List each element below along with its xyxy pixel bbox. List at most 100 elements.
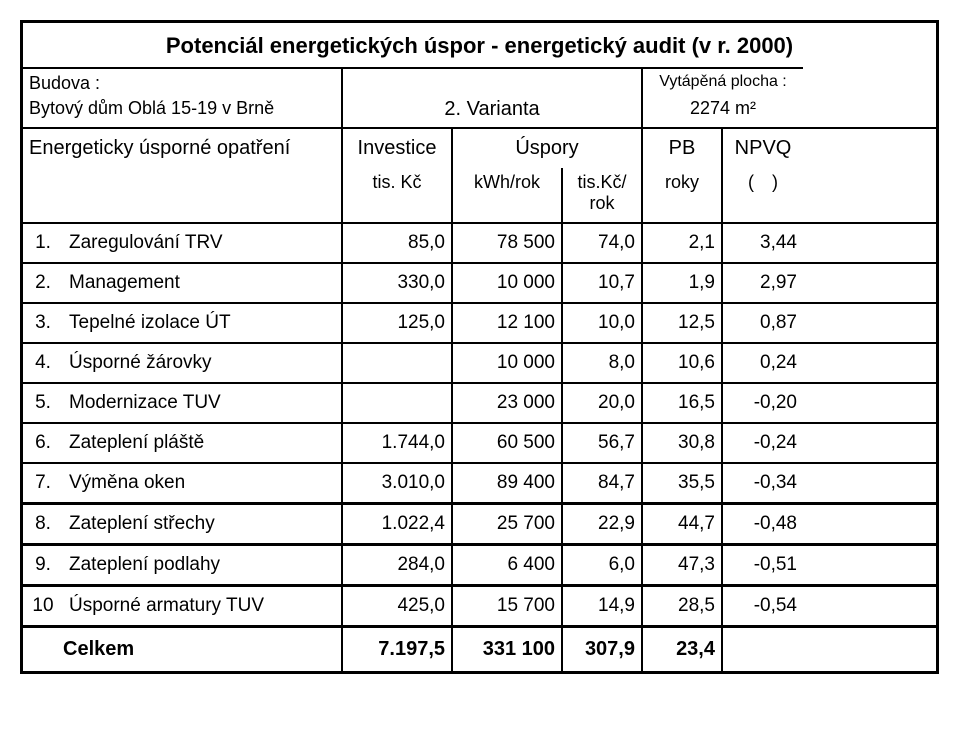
unit-kwh: kWh/rok <box>453 168 563 222</box>
col-measure: Energeticky úsporné opatření <box>23 129 343 168</box>
row-pb: 44,7 <box>643 505 723 543</box>
row-pb: 47,3 <box>643 546 723 584</box>
audit-table: Potenciál energetických úspor - energeti… <box>20 20 939 674</box>
row-name: Zaregulování TRV <box>63 224 343 262</box>
row-pb: 30,8 <box>643 424 723 462</box>
unit-blank <box>23 168 343 222</box>
table-row: 9.Zateplení podlahy284,06 4006,047,3-0,5… <box>23 543 936 584</box>
table-row: 10Úsporné armatury TUV425,015 70014,928,… <box>23 584 936 625</box>
row-kc: 14,9 <box>563 587 643 625</box>
row-npvq: 3,44 <box>723 224 803 262</box>
table-row: 2.Management330,010 00010,71,92,97 <box>23 262 936 302</box>
row-inv: 3.010,0 <box>343 464 453 502</box>
row-name: Tepelné izolace ÚT <box>63 304 343 342</box>
row-kwh: 6 400 <box>453 546 563 584</box>
row-num: 9. <box>23 546 63 584</box>
row-name: Modernizace TUV <box>63 384 343 422</box>
row-name: Výměna oken <box>63 464 343 502</box>
row-npvq: -0,20 <box>723 384 803 422</box>
total-label: Celkem <box>23 628 343 671</box>
row-kwh: 10 000 <box>453 264 563 302</box>
area-label: Vytápěná plocha : <box>643 67 803 98</box>
row-inv: 1.744,0 <box>343 424 453 462</box>
row-num: 4. <box>23 344 63 382</box>
table-row: 1.Zaregulování TRV85,078 50074,02,13,44 <box>23 222 936 262</box>
row-kwh: 78 500 <box>453 224 563 262</box>
row-npvq: 0,87 <box>723 304 803 342</box>
row-num: 8. <box>23 505 63 543</box>
col-savings: Úspory <box>453 129 643 168</box>
row-pb: 10,6 <box>643 344 723 382</box>
total-row: Celkem 7.197,5 331 100 307,9 23,4 <box>23 625 936 671</box>
variant-value: 2. Varianta <box>343 98 643 127</box>
row-kc: 10,7 <box>563 264 643 302</box>
row-npvq: -0,48 <box>723 505 803 543</box>
row-num: 10 <box>23 587 63 625</box>
total-kc: 307,9 <box>563 628 643 671</box>
row-inv: 125,0 <box>343 304 453 342</box>
table-row: 5.Modernizace TUV23 00020,016,5-0,20 <box>23 382 936 422</box>
rows-container: 1.Zaregulování TRV85,078 50074,02,13,442… <box>23 222 936 625</box>
col-invest: Investice <box>343 129 453 168</box>
row-pb: 12,5 <box>643 304 723 342</box>
row-kwh: 15 700 <box>453 587 563 625</box>
unit-invest: tis. Kč <box>343 168 453 222</box>
row-pb: 1,9 <box>643 264 723 302</box>
table-row: 6.Zateplení pláště1.744,060 50056,730,8-… <box>23 422 936 462</box>
row-kc: 84,7 <box>563 464 643 502</box>
row-inv: 425,0 <box>343 587 453 625</box>
building-label: Budova : <box>23 67 343 98</box>
unit-kc: tis.Kč/ rok <box>563 168 643 222</box>
row-inv <box>343 344 453 382</box>
row-npvq: 0,24 <box>723 344 803 382</box>
row-kc: 56,7 <box>563 424 643 462</box>
row-kwh: 89 400 <box>453 464 563 502</box>
row-num: 3. <box>23 304 63 342</box>
row-num: 5. <box>23 384 63 422</box>
row-name: Zateplení pláště <box>63 424 343 462</box>
row-npvq: -0,54 <box>723 587 803 625</box>
row-num: 7. <box>23 464 63 502</box>
row-npvq: 2,97 <box>723 264 803 302</box>
unit-npvq: ( ) <box>723 168 803 222</box>
row-npvq: -0,34 <box>723 464 803 502</box>
row-kc: 22,9 <box>563 505 643 543</box>
row-pb: 28,5 <box>643 587 723 625</box>
row-npvq: -0,51 <box>723 546 803 584</box>
row-inv: 330,0 <box>343 264 453 302</box>
row-kc: 74,0 <box>563 224 643 262</box>
row-num: 2. <box>23 264 63 302</box>
row-inv: 1.022,4 <box>343 505 453 543</box>
column-headers: Energeticky úsporné opatření Investice Ú… <box>23 127 936 168</box>
row-kwh: 23 000 <box>453 384 563 422</box>
area-value: 2274 m² <box>643 98 803 127</box>
row-name: Úsporné žárovky <box>63 344 343 382</box>
building-name: Bytový dům Oblá 15-19 v Brně <box>23 98 343 127</box>
table-row: 7.Výměna oken3.010,089 40084,735,5-0,34 <box>23 462 936 502</box>
row-inv: 284,0 <box>343 546 453 584</box>
unit-row: tis. Kč kWh/rok tis.Kč/ rok roky ( ) <box>23 168 936 222</box>
row-num: 6. <box>23 424 63 462</box>
row-inv <box>343 384 453 422</box>
row-pb: 16,5 <box>643 384 723 422</box>
row-kwh: 25 700 <box>453 505 563 543</box>
row-kwh: 10 000 <box>453 344 563 382</box>
row-name: Úsporné armatury TUV <box>63 587 343 625</box>
row-kc: 10,0 <box>563 304 643 342</box>
col-pb: PB <box>643 129 723 168</box>
table-title: Potenciál energetických úspor - energeti… <box>23 23 936 67</box>
total-pb: 23,4 <box>643 628 723 671</box>
row-inv: 85,0 <box>343 224 453 262</box>
row-pb: 35,5 <box>643 464 723 502</box>
total-kwh: 331 100 <box>453 628 563 671</box>
variant-spacer <box>343 67 643 98</box>
row-npvq: -0,24 <box>723 424 803 462</box>
col-npvq: NPVQ <box>723 129 803 168</box>
table-row: 4.Úsporné žárovky 10 0008,010,60,24 <box>23 342 936 382</box>
row-kc: 6,0 <box>563 546 643 584</box>
header-block-2: Bytový dům Oblá 15-19 v Brně 2. Varianta… <box>23 98 936 127</box>
row-kc: 8,0 <box>563 344 643 382</box>
row-kwh: 12 100 <box>453 304 563 342</box>
row-name: Zateplení podlahy <box>63 546 343 584</box>
row-pb: 2,1 <box>643 224 723 262</box>
